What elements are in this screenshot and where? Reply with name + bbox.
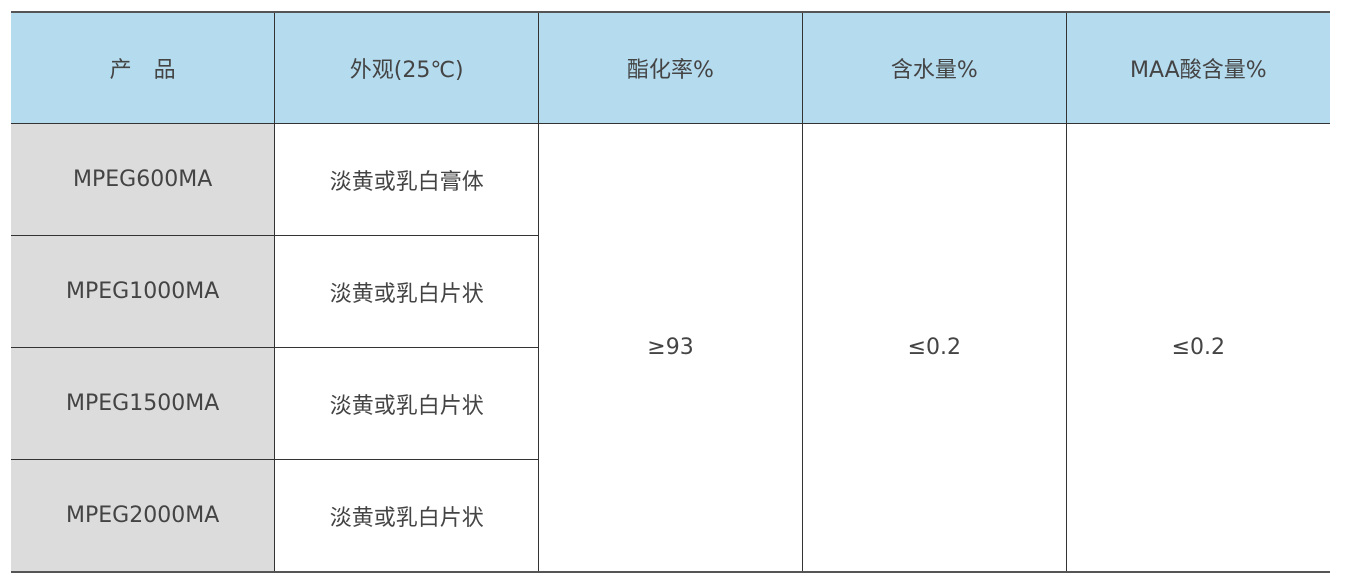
product-cell: MPEG600MA	[11, 123, 276, 236]
header-row: 产 品 外观(25℃) 酯化率% 含水量% MAA酸含量%	[11, 12, 1330, 124]
header-maa: MAA酸含量%	[1065, 12, 1330, 124]
appearance-cell: 淡黄或乳白膏体	[274, 123, 540, 236]
table-row: MPEG600MA 淡黄或乳白膏体 ≥93 ≤0.2 ≤0.2	[11, 123, 1330, 573]
product-cell: MPEG2000MA	[11, 459, 276, 573]
header-esterification: 酯化率%	[538, 12, 803, 124]
appearance-cell: 淡黄或乳白片状	[274, 459, 539, 573]
table-row: MPEG1500MA 淡黄或乳白片状	[11, 347, 1330, 460]
table-row: MPEG2000MA 淡黄或乳白片状	[11, 459, 1330, 573]
spec-table: 产 品 外观(25℃) 酯化率% 含水量% MAA酸含量% MPEG600MA …	[11, 11, 1330, 573]
product-cell: MPEG1000MA	[11, 235, 276, 348]
table-row: MPEG1000MA 淡黄或乳白片状	[11, 235, 1330, 348]
appearance-cell: 淡黄或乳白片状	[274, 235, 539, 348]
header-product: 产 品	[11, 12, 276, 124]
water-cell: ≤0.2	[801, 123, 1067, 573]
header-water: 含水量%	[801, 12, 1067, 124]
product-cell: MPEG1500MA	[11, 347, 276, 460]
header-appearance: 外观(25℃)	[274, 12, 540, 124]
maa-cell: ≤0.2	[1065, 123, 1330, 573]
esterification-cell: ≥93	[538, 123, 803, 573]
appearance-cell: 淡黄或乳白片状	[274, 347, 539, 460]
